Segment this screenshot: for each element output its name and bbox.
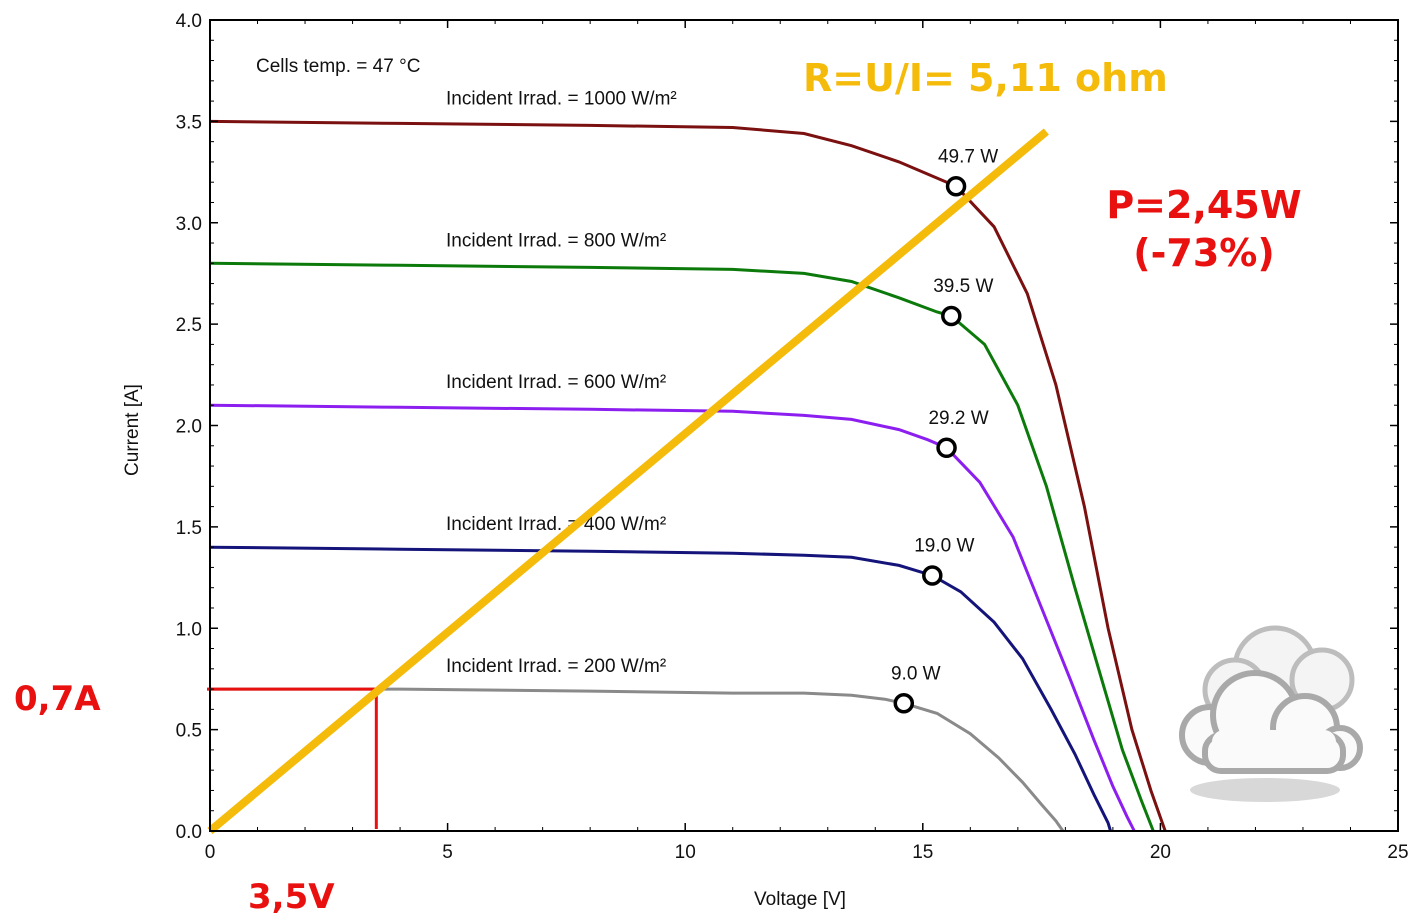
y-tick-label: 3.5 xyxy=(176,112,202,133)
operating-voltage-label: 3,5V xyxy=(248,877,335,917)
mpp-point xyxy=(922,565,943,586)
y-tick-label: 1.5 xyxy=(176,518,202,539)
mpp-label: 39.5 W xyxy=(933,276,993,297)
x-axis-title: Voltage [V] xyxy=(754,889,846,910)
x-tick-label: 10 xyxy=(675,842,696,863)
y-tick-label: 0.0 xyxy=(176,822,202,843)
series-label: Incident Irrad. = 200 W/m² xyxy=(446,656,666,677)
mpp-label: 29.2 W xyxy=(928,408,988,429)
series-group: Incident Irrad. = 1000 W/m² Incident Irra… xyxy=(209,88,1167,832)
x-tick-label: 0 xyxy=(205,842,216,863)
marks-group: 49.7 W 39.5 W 29.2 W 19.0 W 9.0 W xyxy=(207,128,1049,835)
y-axis-title: Current [A] xyxy=(122,384,143,476)
y-tick-label: 2.5 xyxy=(176,315,202,336)
power-label-line1: P=2,45W xyxy=(1106,183,1301,227)
axes-group: 0 5 10 15 20 25 0.0 0.5 1.0 1.5 2.0 2.5 3.0 3.5 4.0 xyxy=(176,11,1409,863)
operating-current-label: 0,7A xyxy=(14,679,101,719)
series-line xyxy=(209,403,1136,832)
series-line xyxy=(209,545,1112,832)
y-tick-label: 3.0 xyxy=(176,214,202,235)
x-tick-label: 15 xyxy=(912,842,933,863)
series-line xyxy=(210,687,1065,832)
y-tick-label: 4.0 xyxy=(176,11,202,32)
mpp-label: 9.0 W xyxy=(891,663,941,684)
mpp-label: 49.7 W xyxy=(938,146,998,167)
cloud-icon xyxy=(1179,625,1363,802)
series-label: Incident Irrad. = 400 W/m² xyxy=(446,514,666,535)
x-tick-label: 25 xyxy=(1387,842,1408,863)
y-tick-label: 0.5 xyxy=(176,721,202,742)
series-label: Incident Irrad. = 800 W/m² xyxy=(446,230,666,251)
y-tick-label: 1.0 xyxy=(176,619,202,640)
y-tick-label: 2.0 xyxy=(176,417,202,438)
mpp-point xyxy=(893,693,915,714)
load-line-label: R=U/I= 5,11 ohm xyxy=(803,56,1168,100)
series-label: Incident Irrad. = 600 W/m² xyxy=(446,372,666,393)
x-tick-label: 20 xyxy=(1150,842,1171,863)
load-line xyxy=(207,128,1049,835)
mpp-point xyxy=(941,305,962,327)
series-line xyxy=(209,261,1155,832)
mpp-label: 19.0 W xyxy=(914,536,974,557)
power-label-line2: (-73%) xyxy=(1133,231,1274,275)
series-label: Incident Irrad. = 1000 W/m² xyxy=(446,88,677,109)
x-tick-label: 5 xyxy=(442,842,453,863)
mpp-point xyxy=(936,437,957,459)
mpp-point xyxy=(945,176,967,197)
cells-temp-label: Cells temp. = 47 °C xyxy=(256,56,420,77)
series-line xyxy=(209,119,1167,832)
